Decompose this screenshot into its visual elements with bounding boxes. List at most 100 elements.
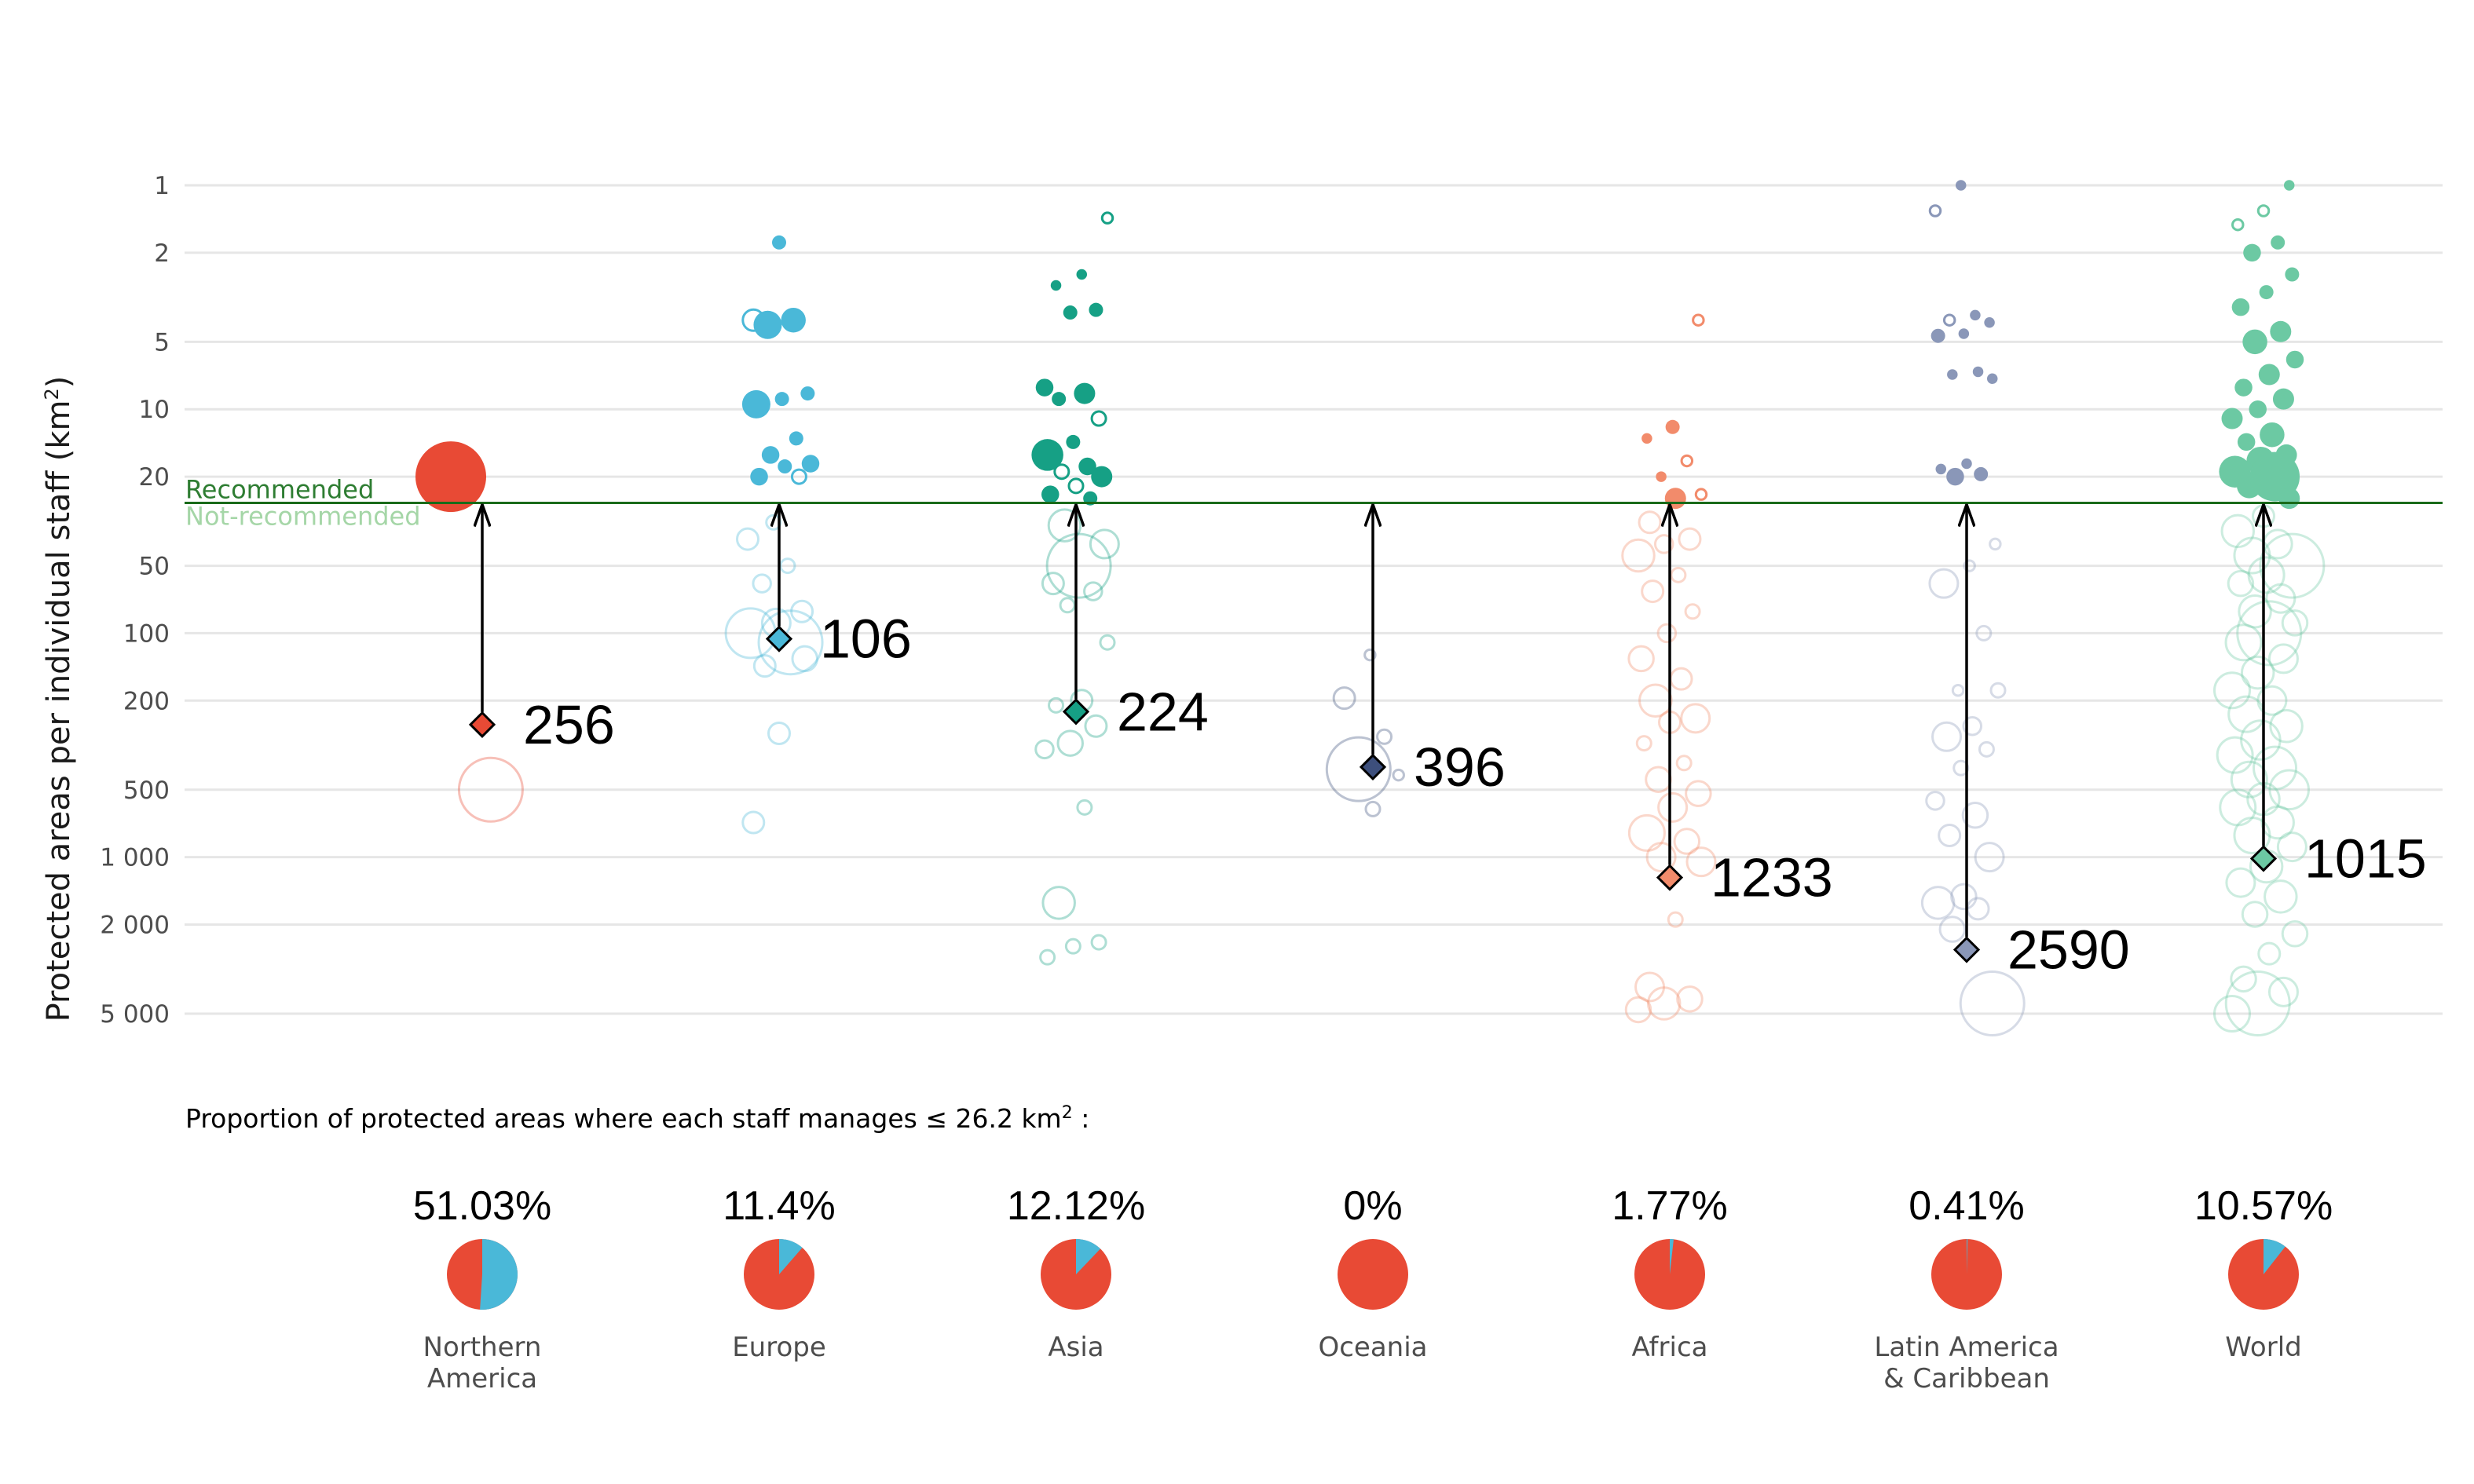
data-point <box>1364 800 1382 817</box>
data-point <box>2220 514 2256 549</box>
data-point <box>2219 788 2257 827</box>
data-point <box>2259 532 2326 599</box>
data-point <box>1627 645 1655 673</box>
data-point <box>800 386 815 401</box>
median-value-label: 2590 <box>2007 919 2130 981</box>
data-point <box>1670 566 1687 583</box>
pie-proportion-slice <box>1670 1239 1674 1274</box>
region-label: America <box>427 1363 537 1394</box>
data-point <box>1675 755 1693 772</box>
data-point <box>1635 735 1652 752</box>
data-point <box>2224 970 2291 1036</box>
data-point <box>1665 419 1680 434</box>
data-point <box>2238 594 2272 629</box>
data-point <box>1664 488 1686 510</box>
data-point <box>1041 886 1076 920</box>
not-recommended-label: Not-recommended <box>185 502 421 532</box>
data-point <box>1931 721 1963 752</box>
data-point <box>750 467 768 486</box>
proportion-label: 12.12% <box>1007 1183 1145 1229</box>
data-point <box>1090 934 1107 951</box>
data-point <box>1045 532 1112 599</box>
data-point <box>1059 597 1076 614</box>
data-point <box>1989 537 2002 551</box>
y-axis-ticks: 1 2 5 10 20 50 100 200 500 1 000 2 000 5 000 <box>100 172 170 1029</box>
data-point <box>2259 285 2274 300</box>
data-point <box>2221 408 2243 429</box>
pie-world: 10.57% World <box>2194 1183 2333 1363</box>
proportion-label: 1.77% <box>1612 1183 1727 1229</box>
series-latin-america-caribbean <box>1920 180 2026 1036</box>
data-point <box>2260 422 2285 448</box>
y-tick-label: 100 <box>123 620 170 648</box>
data-point <box>1653 534 1674 554</box>
data-point <box>1984 317 1995 328</box>
data-point <box>1332 686 1356 711</box>
data-point <box>1083 581 1103 601</box>
data-point <box>1645 766 1672 793</box>
data-point <box>1067 477 1085 495</box>
proportion-label: 51.03% <box>413 1183 551 1229</box>
median-value-label: 1015 <box>2304 828 2427 889</box>
data-point <box>1986 373 1998 384</box>
data-point <box>1031 439 1063 471</box>
data-point <box>1627 813 1666 852</box>
data-point <box>1920 886 1956 920</box>
data-point <box>774 392 789 407</box>
data-point <box>1678 527 1702 551</box>
data-point <box>2264 879 2298 914</box>
data-point <box>1100 211 1114 225</box>
data-point <box>2265 583 2297 614</box>
proportion-label: 11.4% <box>723 1183 836 1229</box>
data-point <box>1621 538 1656 573</box>
data-point <box>1041 485 1060 503</box>
data-point <box>2230 965 2257 993</box>
data-point <box>457 756 524 823</box>
data-point <box>1656 471 1667 482</box>
data-point <box>2241 901 2269 928</box>
data-point <box>1966 897 1990 921</box>
data-point <box>1928 568 1960 599</box>
pie-asia: 12.12% Asia <box>1007 1183 1145 1363</box>
data-point <box>1928 204 1942 217</box>
gridlines <box>185 184 2443 1015</box>
data-point <box>2267 976 2299 1007</box>
region-label: Oceania <box>1318 1332 1427 1363</box>
data-point <box>2278 488 2300 510</box>
data-point <box>2281 920 2309 948</box>
data-point <box>1680 703 1711 734</box>
median-marker <box>765 625 793 652</box>
data-point <box>2257 941 2282 966</box>
data-point <box>791 645 818 673</box>
data-point <box>2247 556 2286 594</box>
data-point <box>1951 683 1965 697</box>
median-marker <box>1656 864 1684 891</box>
data-point <box>1638 510 1662 535</box>
data-point <box>2216 736 2254 774</box>
data-point <box>1938 916 1967 943</box>
data-point <box>1034 739 1055 760</box>
data-point <box>1646 986 1682 1021</box>
data-point <box>1063 305 1078 320</box>
data-point <box>2240 655 2275 690</box>
data-point <box>1645 842 1677 873</box>
y-tick-label: 20 <box>139 463 170 492</box>
data-point <box>1041 572 1065 596</box>
pie-base-slice <box>1338 1239 1408 1310</box>
pie-europe: 11.4% Europe <box>723 1183 836 1363</box>
data-point <box>1074 382 1096 404</box>
data-point <box>2249 400 2267 419</box>
pie-oceania: 0% Oceania <box>1318 1183 1427 1363</box>
data-point <box>1974 466 1989 481</box>
y-tick-label: 50 <box>139 553 170 581</box>
median-marker <box>2249 845 2278 872</box>
y-tick-label: 2 <box>154 239 170 268</box>
data-point <box>779 557 796 575</box>
data-point <box>1076 799 1093 816</box>
data-point <box>2231 298 2250 316</box>
data-point <box>1680 454 1694 468</box>
median-value-label: 1233 <box>1711 847 1833 908</box>
pie-proportion-slice <box>480 1239 518 1310</box>
data-point <box>753 310 782 339</box>
data-point <box>1963 559 1976 572</box>
